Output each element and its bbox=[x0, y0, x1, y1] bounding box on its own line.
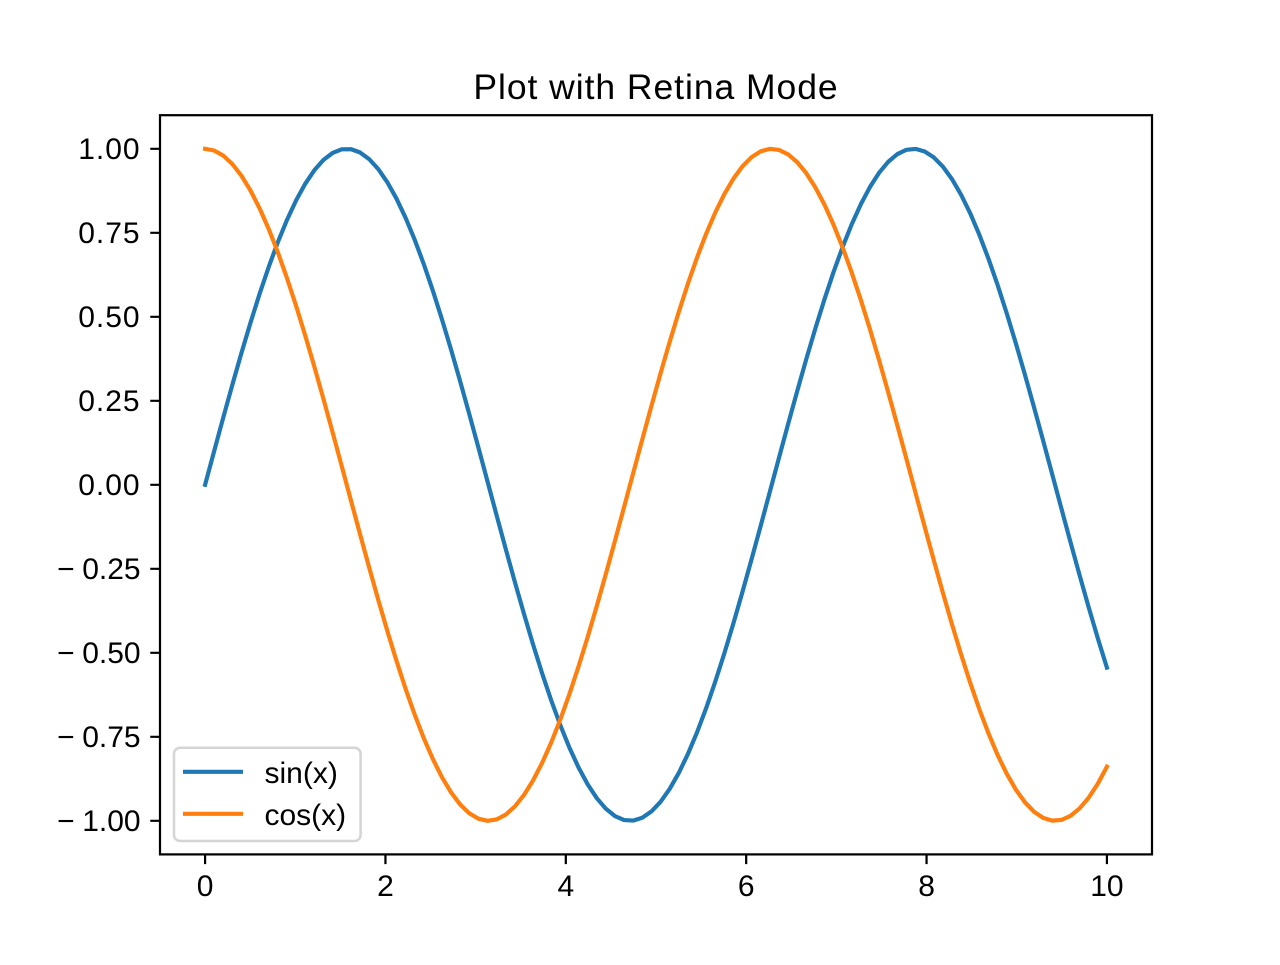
svg-text:Plot with Retina Mode: Plot with Retina Mode bbox=[473, 67, 838, 107]
svg-text:8: 8 bbox=[918, 870, 935, 903]
svg-text:0.50: 0.50 bbox=[78, 301, 140, 334]
svg-text:−1.00: −1.00 bbox=[57, 805, 141, 838]
svg-text:4: 4 bbox=[557, 870, 574, 903]
svg-text:10: 10 bbox=[1090, 870, 1123, 903]
svg-text:1.00: 1.00 bbox=[78, 133, 140, 166]
svg-text:−0.25: −0.25 bbox=[57, 553, 141, 586]
svg-text:2: 2 bbox=[377, 870, 394, 903]
svg-text:0: 0 bbox=[197, 870, 214, 903]
svg-text:−0.50: −0.50 bbox=[57, 637, 141, 670]
svg-text:0.25: 0.25 bbox=[78, 385, 140, 418]
svg-text:0.00: 0.00 bbox=[78, 469, 140, 502]
svg-text:0.75: 0.75 bbox=[78, 217, 140, 250]
svg-text:−0.75: −0.75 bbox=[57, 721, 141, 754]
svg-text:6: 6 bbox=[738, 870, 755, 903]
svg-text:sin(x): sin(x) bbox=[265, 757, 338, 790]
svg-text:cos(x): cos(x) bbox=[265, 799, 347, 832]
